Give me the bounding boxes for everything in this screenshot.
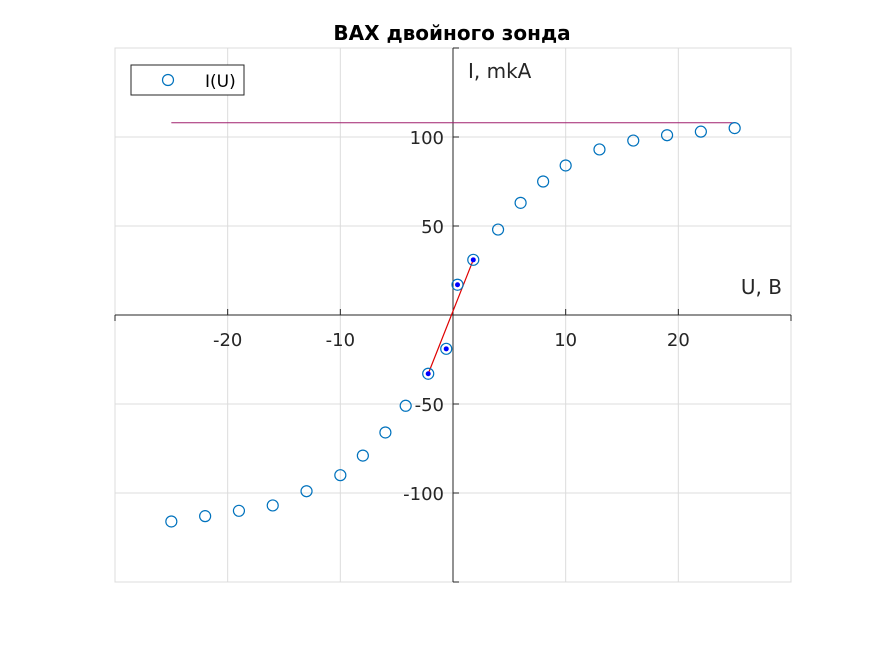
- tangent-line: [427, 259, 474, 374]
- legend-box: [130, 64, 245, 96]
- legend-entry-label: I(U): [205, 72, 236, 92]
- x-tick-label: -10: [326, 330, 355, 351]
- axes: [114, 47, 792, 583]
- highlighted-point: [455, 282, 461, 288]
- data-point: [266, 499, 279, 512]
- data-point: [559, 159, 572, 172]
- data-point: [467, 253, 480, 266]
- legend-marker-icon: [161, 73, 175, 87]
- y-axis-label: I, mkA: [468, 59, 532, 83]
- x-tick-label: -20: [213, 330, 242, 351]
- x-axis-label: U, B: [741, 275, 782, 299]
- data-point: [356, 449, 369, 462]
- data-point: [232, 504, 246, 517]
- legend: I(U): [130, 64, 245, 96]
- x-tick-label: 20: [667, 330, 690, 351]
- data-point: [728, 122, 741, 135]
- x-tick-label: 10: [554, 330, 577, 351]
- highlighted-point: [425, 371, 431, 377]
- y-tick-label: 50: [421, 217, 444, 238]
- data-point: [422, 367, 435, 380]
- data-point: [451, 278, 464, 291]
- data-point: [627, 134, 640, 147]
- data-point: [593, 143, 606, 156]
- data-markers: [165, 122, 741, 528]
- chart-title: ВАХ двойного зонда: [333, 21, 570, 45]
- data-point: [199, 510, 212, 523]
- data-point: [660, 129, 674, 142]
- highlighted-point: [470, 257, 476, 263]
- data-point: [399, 399, 412, 412]
- data-point: [537, 175, 550, 188]
- y-tick-label: -100: [403, 484, 444, 505]
- data-point: [300, 485, 313, 498]
- data-point: [165, 515, 178, 528]
- y-tick-label: 100: [410, 128, 444, 149]
- data-point: [379, 426, 392, 439]
- tick-labels: -20 -10 10 20 -100 -50 50 100: [213, 128, 690, 505]
- data-point: [694, 125, 707, 138]
- data-point: [491, 223, 505, 236]
- data-point: [440, 342, 453, 355]
- highlighted-point: [443, 346, 449, 352]
- data-point: [334, 469, 347, 482]
- reference-lines: [171, 122, 735, 374]
- data-point: [514, 196, 527, 209]
- y-tick-label: -50: [415, 395, 444, 416]
